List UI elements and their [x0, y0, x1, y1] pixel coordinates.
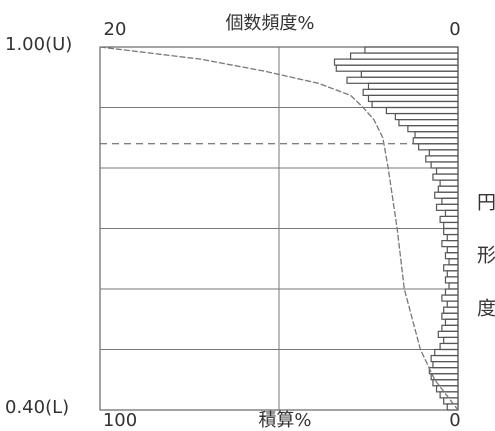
bar: [335, 64, 459, 72]
bar: [441, 294, 459, 302]
bar: [444, 318, 459, 326]
y-tick-label: 0.40(L): [5, 397, 69, 418]
bar: [367, 82, 459, 90]
bar: [448, 282, 459, 290]
bar: [439, 391, 459, 399]
bar: [432, 173, 459, 181]
bar: [333, 58, 459, 66]
bar: [439, 179, 459, 187]
bar: [430, 354, 459, 363]
x2-tick-label: 0: [449, 410, 460, 431]
bar: [350, 52, 459, 60]
cumulative-line: [99, 46, 459, 411]
bar: [360, 70, 459, 78]
bar: [362, 88, 459, 96]
bar: [434, 348, 459, 357]
bar: [448, 258, 459, 266]
x2-tick-label: 100: [103, 410, 137, 431]
bar: [446, 270, 459, 278]
x-axis-title: 個数頻度%: [225, 13, 314, 34]
bar: [346, 76, 459, 84]
y-tick-label: 1.00(U): [5, 34, 72, 55]
bar: [367, 94, 459, 103]
bar: [446, 300, 459, 308]
bar: [425, 155, 459, 163]
y-axis-title: 円形度: [474, 192, 495, 351]
bar: [444, 276, 459, 284]
bar: [443, 336, 459, 345]
bar: [439, 342, 459, 351]
bar: [398, 118, 459, 127]
bar: [444, 209, 459, 218]
bar: [443, 227, 459, 236]
bar: [432, 361, 459, 369]
bar: [441, 324, 459, 332]
bar: [407, 125, 459, 133]
bar: [446, 246, 459, 254]
bar: [385, 106, 459, 115]
bar: [441, 240, 459, 248]
bar: [414, 131, 459, 139]
bar: [439, 215, 459, 224]
bar: [441, 197, 459, 205]
bar: [371, 100, 459, 109]
x-tick-label: 0: [449, 19, 460, 40]
bar: [435, 203, 459, 211]
bar: [443, 306, 459, 314]
bar: [441, 312, 459, 320]
bar: [437, 330, 459, 339]
bar: [394, 112, 459, 121]
bar: [444, 288, 459, 296]
bar: [446, 233, 459, 242]
bar: [430, 373, 459, 381]
x2-axis-title: 積算%: [258, 410, 311, 431]
bar: [428, 367, 459, 375]
x-tick-label: 20: [104, 19, 127, 40]
bar: [434, 191, 459, 199]
bar: [435, 167, 459, 175]
bar: [418, 143, 459, 151]
bar: [428, 149, 459, 157]
bar: [430, 161, 459, 169]
bar: [444, 252, 459, 260]
bar: [443, 264, 459, 272]
bar: [412, 137, 459, 145]
bar: [443, 221, 459, 230]
bar: [435, 385, 459, 393]
bar: [364, 46, 459, 54]
bar: [437, 185, 459, 193]
